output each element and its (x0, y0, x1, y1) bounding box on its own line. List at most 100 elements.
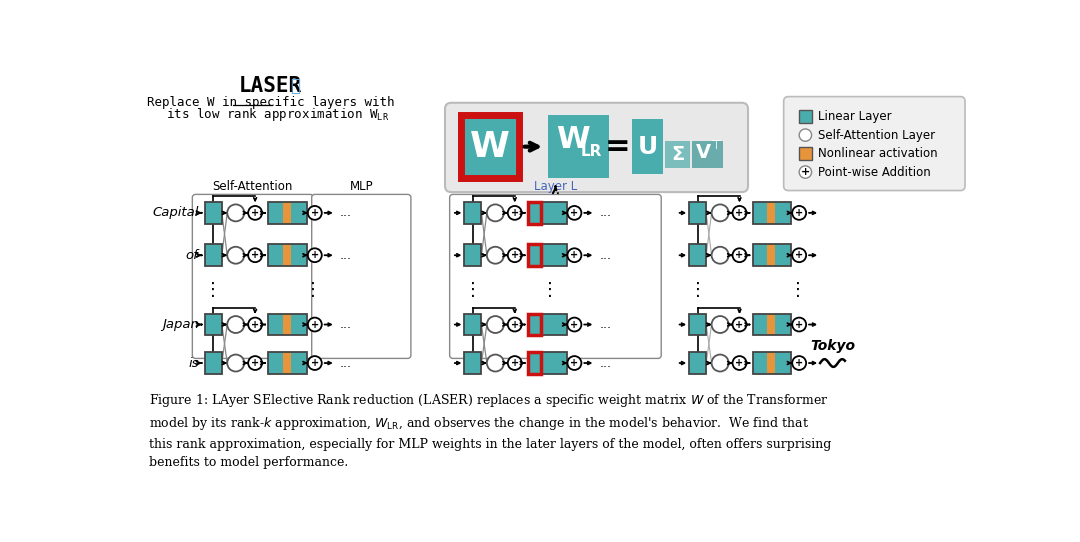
Bar (464, 202, 482, 224)
Text: ...: ... (599, 207, 611, 220)
Text: ...: ... (339, 207, 352, 220)
Text: +: + (311, 208, 319, 218)
Circle shape (799, 166, 811, 178)
Circle shape (732, 248, 746, 262)
Text: ⋮: ⋮ (204, 281, 222, 299)
Circle shape (227, 247, 244, 264)
Bar (268, 352, 283, 374)
Bar (753, 202, 768, 224)
Bar (283, 352, 291, 374)
Text: Self-Attention Layer: Self-Attention Layer (818, 128, 935, 141)
Circle shape (732, 356, 746, 370)
Text: ⋮: ⋮ (788, 281, 807, 299)
Text: ...: ... (339, 357, 352, 370)
Circle shape (308, 248, 322, 262)
Circle shape (793, 356, 806, 370)
Circle shape (712, 247, 729, 264)
Text: +: + (511, 320, 518, 330)
Bar (665, 140, 690, 168)
Circle shape (799, 129, 811, 141)
Circle shape (567, 318, 581, 332)
Text: $\top$: $\top$ (707, 139, 721, 152)
Bar (283, 202, 291, 224)
Circle shape (567, 206, 581, 220)
Text: +: + (735, 250, 743, 260)
Text: +: + (511, 208, 518, 218)
Bar (689, 352, 706, 374)
Text: ...: ... (339, 249, 352, 262)
Text: ...: ... (599, 249, 611, 262)
Bar (528, 314, 541, 335)
Text: Point-wise Addition: Point-wise Addition (818, 165, 931, 178)
Text: $\mathbf{W}$: $\mathbf{W}$ (469, 130, 510, 164)
Bar (205, 314, 221, 335)
Bar (268, 244, 283, 266)
Text: =: = (605, 132, 631, 161)
Text: Self-Attention: Self-Attention (213, 180, 293, 193)
Text: +: + (735, 320, 743, 330)
Text: is: is (188, 357, 199, 370)
Text: +: + (795, 358, 804, 368)
Text: Replace W in specific layers with: Replace W in specific layers with (147, 95, 394, 108)
Bar (268, 202, 283, 224)
Bar (205, 202, 221, 224)
Circle shape (487, 316, 504, 333)
Circle shape (732, 206, 746, 220)
Bar (268, 314, 283, 335)
Text: Japan: Japan (162, 318, 199, 331)
Circle shape (793, 318, 806, 332)
Text: +: + (795, 250, 804, 260)
Bar (753, 352, 768, 374)
Text: Linear Layer: Linear Layer (818, 110, 891, 123)
Circle shape (712, 316, 729, 333)
Circle shape (487, 247, 504, 264)
Text: +: + (311, 250, 319, 260)
Circle shape (793, 248, 806, 262)
Text: LR: LR (581, 144, 603, 159)
Bar (464, 314, 482, 335)
Bar (541, 352, 567, 374)
Text: +: + (735, 208, 743, 218)
Text: +: + (511, 358, 518, 368)
Circle shape (308, 206, 322, 220)
Text: +: + (570, 208, 579, 218)
Circle shape (487, 354, 504, 371)
Bar (689, 202, 706, 224)
Bar (528, 352, 541, 374)
Text: +: + (570, 320, 579, 330)
Text: LASER: LASER (239, 76, 302, 96)
Circle shape (248, 206, 262, 220)
Bar (632, 119, 663, 175)
Text: +: + (570, 250, 579, 260)
Text: Layer L: Layer L (534, 180, 577, 193)
Circle shape (508, 318, 522, 332)
Circle shape (508, 248, 522, 262)
Bar (753, 202, 792, 224)
Bar (268, 244, 307, 266)
Bar (205, 244, 221, 266)
Text: 🖊: 🖊 (291, 77, 300, 95)
Circle shape (227, 204, 244, 221)
Text: ⋮: ⋮ (689, 281, 706, 299)
Bar (768, 244, 775, 266)
Text: $\mathbf{W}$: $\mathbf{W}$ (555, 125, 590, 154)
Circle shape (712, 204, 729, 221)
Bar (528, 244, 541, 266)
Text: of: of (186, 249, 199, 262)
Circle shape (508, 206, 522, 220)
Bar (464, 352, 482, 374)
Text: +: + (735, 358, 743, 368)
Bar (460, 115, 518, 178)
Circle shape (227, 354, 244, 371)
Bar (753, 314, 768, 335)
Bar (775, 244, 792, 266)
Bar (768, 314, 775, 335)
Circle shape (308, 318, 322, 332)
Bar (799, 147, 811, 160)
Circle shape (712, 354, 729, 371)
FancyBboxPatch shape (784, 96, 966, 191)
Bar (799, 111, 811, 123)
FancyBboxPatch shape (312, 195, 410, 358)
Bar (775, 314, 792, 335)
Text: +: + (251, 358, 259, 368)
